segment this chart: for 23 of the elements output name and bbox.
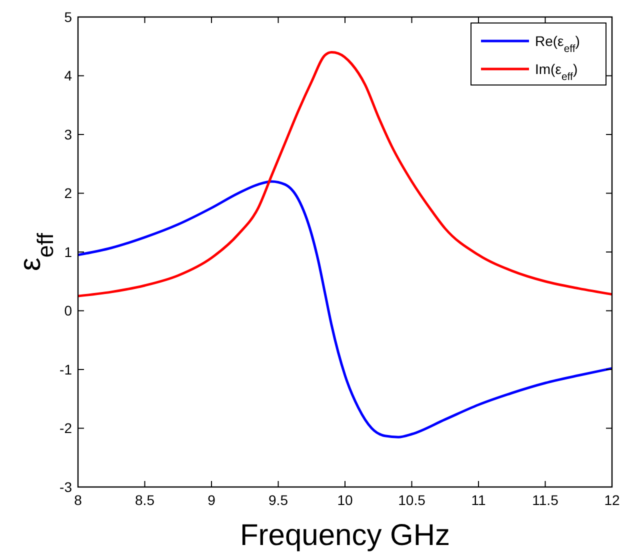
y-tick-label: 4 (64, 68, 72, 84)
line-series (76, 180, 614, 438)
y-tick-label: 5 (64, 8, 72, 25)
x-tick-label: 10 (337, 492, 353, 508)
y-tick-label: 3 (64, 126, 72, 142)
y-tick-label: 2 (64, 185, 72, 202)
x-tick-label: 11 (471, 492, 486, 508)
legend-label: Re(ε$_{eff}$) (535, 32, 580, 55)
y-tick-label: 1 (64, 244, 72, 260)
y-tick-label: -2 (60, 420, 72, 436)
x-axis-title: Frequency GHz (240, 519, 450, 552)
x-tick-label: 8.5 (135, 492, 155, 508)
x-tick-label: 10.5 (398, 492, 426, 508)
legend-label: Im(ε$_{eff}$) (535, 60, 578, 83)
line-series (76, 51, 614, 298)
y-tick-label: 0 (64, 302, 72, 319)
x-tick-label: 9.5 (268, 492, 288, 508)
x-tick-label: 12 (604, 492, 620, 508)
x-tick-label: 9 (208, 492, 216, 508)
x-tick-label: 11.5 (532, 492, 559, 508)
y-tick-label: -3 (60, 478, 72, 495)
y-tick-label: -1 (60, 361, 72, 378)
x-tick-label: 8 (74, 492, 82, 508)
